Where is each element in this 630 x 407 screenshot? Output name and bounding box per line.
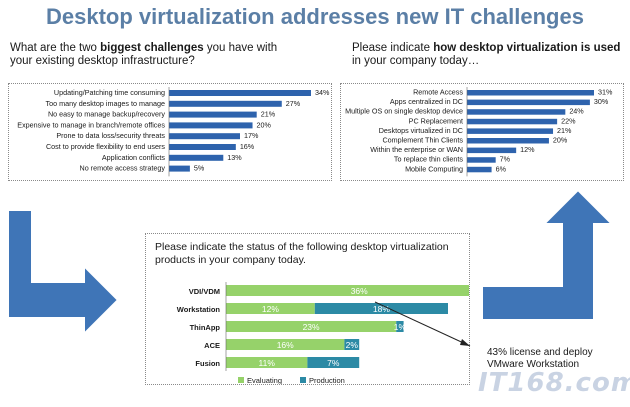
arrow-down-right-icon [7,209,120,337]
usage-bar [467,118,558,125]
product-category-label: ThinApp [190,323,221,332]
usage-category-label: Mobile Computing [405,164,463,173]
left-question-pre: What are the two [10,42,101,54]
usage-value-label: 6% [496,164,507,173]
product-value-label: 7% [327,358,340,368]
product-status-chart: VDI/VDM36%6%Workstation12%18%ThinApp23%1… [177,282,469,384]
usage-value-label: 30% [594,97,609,106]
challenges-bar [169,144,236,150]
challenges-category-label: Application conflicts [102,153,166,162]
usage-category-label: PC Replacement [409,116,463,125]
challenges-value-label: 13% [227,153,242,162]
challenges-value-label: 20% [257,120,272,129]
product-value-label: 16% [277,340,294,350]
challenges-bar [169,111,257,118]
challenges-bar [169,90,311,96]
usage-bar [467,157,496,163]
usage-category-label: Desktops virtualized in DC [379,126,463,135]
usage-bar [467,99,590,106]
challenges-value-label: 17% [244,131,259,140]
product-value-label: 36% [351,286,368,296]
challenges-category-label: No easy to manage backup/recovery [48,110,165,119]
challenges-category-label: Cost to provide flexibility to end users [46,142,165,151]
left-question: What are the two biggest challenges you … [10,42,300,68]
product-bar-production [314,303,448,314]
usage-bar [467,90,594,96]
usage-category-label: Multiple OS on single desktop device [345,107,463,116]
challenges-category-label: Expensive to manage in branch/remote off… [17,120,165,129]
left-question-post: you have with your existing desktop infr… [10,42,278,67]
usage-value-label: 12% [520,145,535,154]
product-value-label: 1% [394,322,407,332]
product-bar-production [396,321,404,332]
arrow-up-icon [481,188,615,321]
watermark: IT168.com [478,368,630,398]
usage-value-label: 7% [500,155,511,164]
usage-category-label: To replace thin clients [394,155,464,164]
usage-bar [467,109,566,115]
challenges-bar [169,133,240,140]
product-bar-production [307,357,360,368]
challenges-chart-panel: Updating/Patching time consuming 34% Too m… [8,83,332,181]
challenges-category-label: Prone to data loss/security threats [56,131,165,140]
product-value-label: 18% [373,304,390,314]
usage-value-label: 22% [561,116,576,125]
right-question: Please indicate how desktop virtualizati… [352,42,622,68]
product-bar-evaluating [226,321,397,332]
challenges-bar [169,122,253,129]
right-question-pre: Please indicate [352,42,434,54]
product-value-label: 23% [303,322,320,332]
annotation-pointer [374,301,471,347]
usage-chart: Remote Access 31% Apps centralized in DC 30… [345,87,613,177]
product-category-label: Workstation [177,305,221,314]
challenges-value-label: 27% [286,99,301,108]
usage-value-label: 20% [553,136,568,145]
challenges-value-label: 21% [261,110,276,119]
product-value-label: 11% [259,358,276,368]
product-status-panel: Please indicate the status of the follow… [145,233,470,385]
product-value-label: 12% [262,304,279,314]
right-question-bold: how desktop virtualization is used [433,42,621,54]
challenges-category-label: No remote access strategy [80,164,166,173]
challenges-category-label: Updating/Patching time consuming [54,88,165,97]
product-bar-evaluating [226,285,469,296]
challenges-value-label: 34% [315,88,330,97]
product-bar-evaluating [226,303,315,314]
legend-label-evaluating: Evaluating [247,376,282,384]
usage-bar [467,138,549,144]
legend-label-production: Production [309,376,345,384]
annotation-note: 43% license and deploy VMware Workstatio… [487,347,593,370]
challenges-bar [169,154,224,161]
product-category-label: VDI/VDM [189,287,220,296]
usage-category-label: Complement Thin Clients [382,136,463,145]
legend-swatch-production [300,377,306,383]
challenges-category-label: Too many desktop images to manage [46,99,165,108]
challenges-chart: Updating/Patching time consuming 34% Too m… [17,87,330,177]
usage-chart-panel: Remote Access 31% Apps centralized in DC 30… [340,83,624,181]
product-value-label: 2% [346,340,359,350]
product-category-label: Fusion [195,359,220,368]
challenges-bar [169,100,282,107]
challenges-value-label: 16% [240,142,255,151]
product-bar-production [344,339,360,350]
usage-bar [467,166,492,173]
page-title: Desktop virtualization addresses new IT … [46,4,584,29]
challenges-value-label: 5% [194,164,205,173]
right-question-post: in your company today… [352,55,480,67]
usage-category-label: Within the enterprise or WAN [370,145,463,154]
usage-value-label: 21% [557,126,572,135]
usage-bar [467,128,554,134]
usage-category-label: Remote Access [413,88,463,97]
usage-category-label: Apps centralized in DC [390,97,463,106]
left-question-bold: biggest challenges [100,42,204,54]
product-category-label: ACE [204,341,220,350]
usage-value-label: 24% [569,107,584,116]
challenges-bar [169,165,190,172]
usage-bar [467,147,517,154]
legend-swatch-evaluating [238,377,244,383]
product-bar-evaluating [226,339,345,350]
product-status-question: Please indicate the status of the follow… [155,241,449,266]
usage-value-label: 31% [598,88,613,97]
product-bar-evaluating [226,357,308,368]
